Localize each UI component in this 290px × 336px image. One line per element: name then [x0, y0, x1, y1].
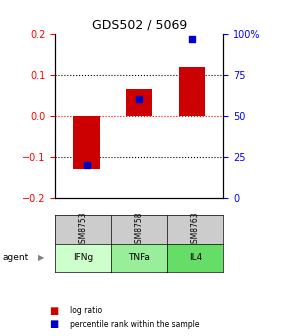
Text: percentile rank within the sample: percentile rank within the sample: [70, 320, 199, 329]
Text: TNFa: TNFa: [128, 253, 150, 262]
Title: GDS502 / 5069: GDS502 / 5069: [92, 18, 187, 31]
Point: [84, 163, 89, 168]
Text: ▶: ▶: [38, 253, 44, 262]
Text: GSM8758: GSM8758: [135, 211, 144, 248]
Text: GSM8753: GSM8753: [79, 211, 88, 248]
Bar: [179, 67, 205, 116]
Text: GSM8763: GSM8763: [191, 211, 200, 248]
Text: log ratio: log ratio: [70, 306, 102, 315]
Text: IFNg: IFNg: [73, 253, 93, 262]
Bar: [73, 116, 100, 169]
Text: IL4: IL4: [188, 253, 202, 262]
Point: [137, 97, 142, 102]
Text: ■: ■: [49, 319, 59, 329]
Bar: [126, 89, 152, 116]
Point: [189, 36, 194, 41]
Text: agent: agent: [3, 253, 29, 262]
Text: ■: ■: [49, 306, 59, 316]
